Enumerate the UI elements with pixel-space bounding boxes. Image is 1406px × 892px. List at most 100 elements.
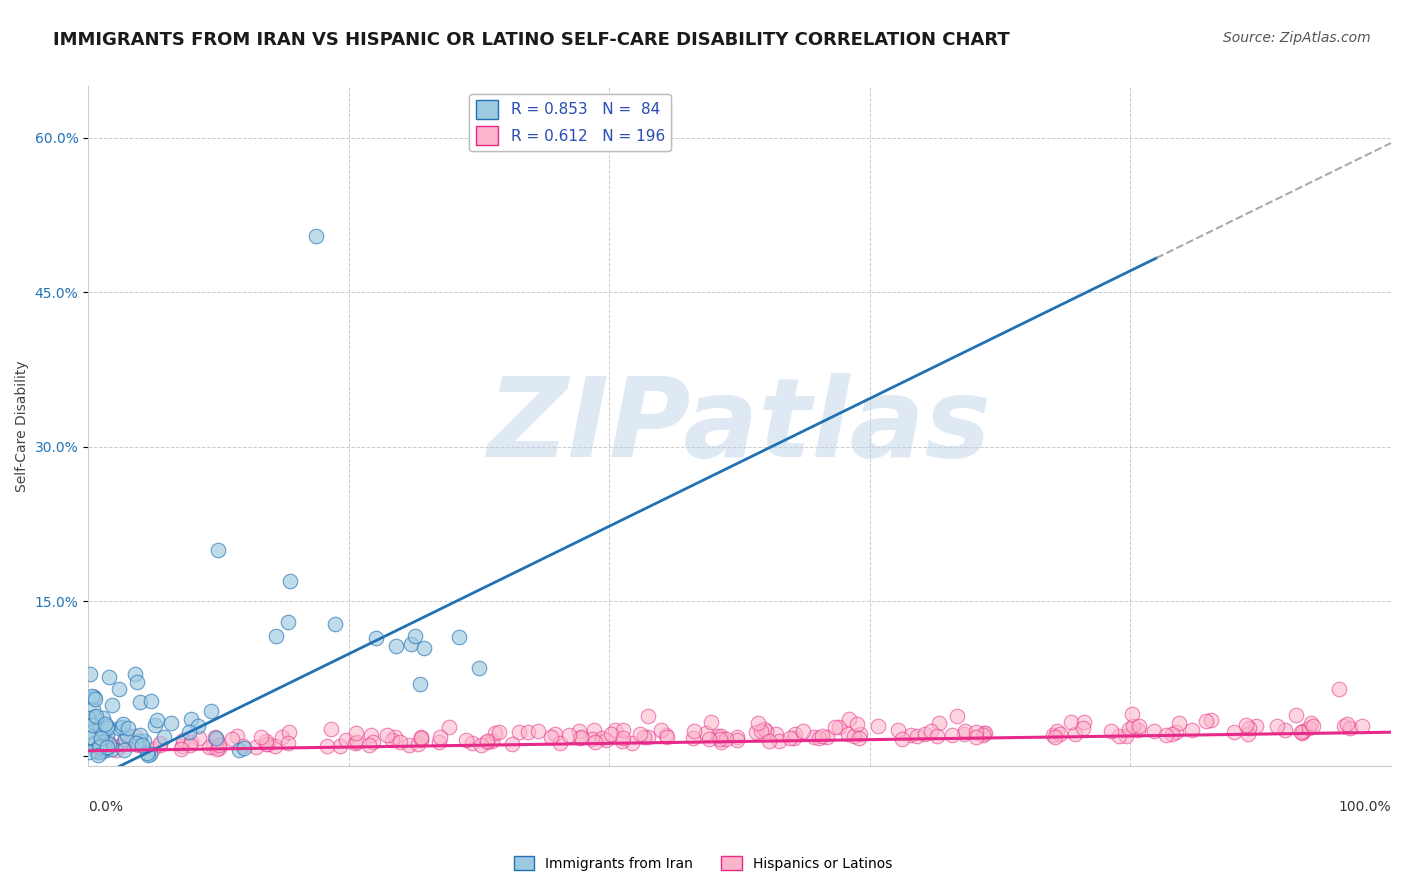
Point <box>527 724 550 739</box>
Point <box>779 731 801 746</box>
Point <box>187 719 209 733</box>
Point <box>80 730 103 744</box>
Point <box>488 725 510 739</box>
Point <box>233 741 256 756</box>
Point <box>973 726 995 740</box>
Point <box>143 718 166 732</box>
Point <box>953 727 976 741</box>
Point <box>264 629 287 643</box>
Point <box>152 730 174 744</box>
Point <box>277 615 299 629</box>
Point <box>399 637 422 651</box>
Point <box>411 730 433 744</box>
Point <box>1285 708 1308 723</box>
Text: 0.0%: 0.0% <box>89 800 124 814</box>
Point <box>591 731 613 746</box>
Point <box>277 724 299 739</box>
Point <box>112 742 135 756</box>
Point <box>79 724 101 739</box>
Point <box>117 721 139 735</box>
Point <box>758 734 780 748</box>
Point <box>783 731 806 746</box>
Point <box>650 723 672 737</box>
Point <box>803 730 825 744</box>
Point <box>305 228 328 243</box>
Point <box>1121 707 1143 722</box>
Point <box>849 727 872 741</box>
Point <box>115 728 138 742</box>
Point <box>132 734 155 748</box>
Y-axis label: Self-Care Disability: Self-Care Disability <box>15 360 30 492</box>
Point <box>456 733 478 747</box>
Point <box>160 716 183 731</box>
Point <box>245 739 267 754</box>
Point <box>94 717 117 731</box>
Point <box>568 724 591 739</box>
Point <box>83 709 105 723</box>
Point <box>657 730 679 744</box>
Point <box>700 714 723 729</box>
Point <box>409 676 432 690</box>
Point <box>1223 724 1246 739</box>
Point <box>1108 729 1130 743</box>
Point <box>98 737 121 751</box>
Point <box>107 721 129 735</box>
Point <box>188 731 211 746</box>
Point <box>714 731 737 746</box>
Point <box>682 731 704 745</box>
Point <box>87 745 110 759</box>
Point <box>91 736 114 750</box>
Point <box>583 735 606 749</box>
Point <box>90 731 112 745</box>
Point <box>1298 721 1320 735</box>
Point <box>323 616 346 631</box>
Point <box>427 734 450 748</box>
Point <box>837 727 859 741</box>
Point <box>811 729 834 743</box>
Point <box>96 722 118 736</box>
Point <box>83 690 105 704</box>
Point <box>517 725 540 739</box>
Point <box>409 731 432 745</box>
Point <box>1336 716 1358 731</box>
Point <box>221 732 243 747</box>
Point <box>974 726 997 740</box>
Point <box>1059 714 1081 729</box>
Point <box>82 718 104 732</box>
Point <box>603 723 626 737</box>
Point <box>149 736 172 750</box>
Point <box>628 727 651 741</box>
Point <box>263 739 285 753</box>
Point <box>79 745 101 759</box>
Point <box>257 737 280 751</box>
Point <box>1046 724 1069 739</box>
Point <box>655 728 678 742</box>
Point <box>437 720 460 734</box>
Point <box>461 736 484 750</box>
Point <box>277 736 299 750</box>
Point <box>953 724 976 739</box>
Point <box>695 725 717 739</box>
Point <box>129 728 152 742</box>
Point <box>329 739 352 754</box>
Point <box>89 728 111 742</box>
Point <box>581 732 603 747</box>
Point <box>965 730 987 744</box>
Point <box>1122 719 1144 733</box>
Point <box>96 728 118 742</box>
Point <box>1063 726 1085 740</box>
Point <box>484 726 506 740</box>
Point <box>142 741 165 756</box>
Point <box>84 709 107 723</box>
Point <box>180 735 202 749</box>
Point <box>792 724 814 739</box>
Point <box>375 728 398 742</box>
Point <box>972 728 994 742</box>
Point <box>429 730 451 744</box>
Point <box>1236 727 1258 741</box>
Point <box>1199 713 1222 727</box>
Point <box>79 666 101 681</box>
Point <box>637 730 659 744</box>
Point <box>900 728 922 742</box>
Point <box>481 734 503 748</box>
